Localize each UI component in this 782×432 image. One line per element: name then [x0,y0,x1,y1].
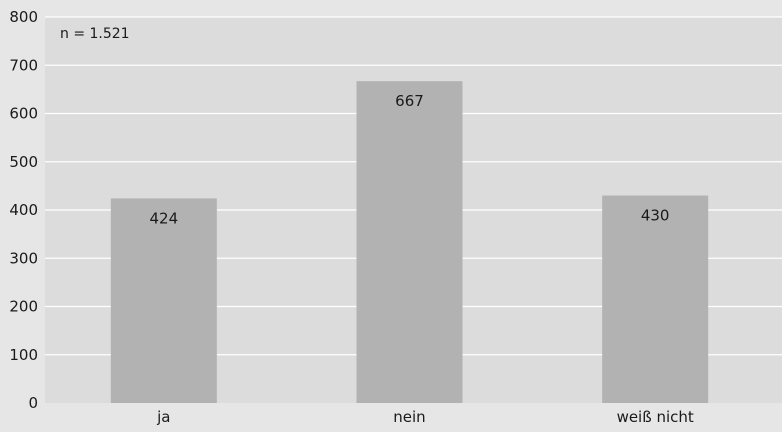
y-tick-label-700: 700 [9,56,38,74]
data-label-2: 667 [395,92,424,110]
x-axis-ticks: ja nein weiß nicht [156,408,694,426]
data-label-3: 430 [641,207,670,225]
x-tick-label-2: nein [393,408,425,426]
y-tick-label-600: 600 [9,105,38,123]
y-axis-ticks: 0 100 200 300 400 500 600 700 800 [9,8,38,412]
y-tick-label-500: 500 [9,153,38,171]
y-tick-label-800: 800 [9,8,38,26]
data-labels: 424 667 430 [150,92,670,227]
x-tick-label-1: ja [156,408,170,426]
x-tick-label-3: weiß nicht [617,408,694,426]
bar-3 [602,195,709,403]
data-label-1: 424 [150,209,179,227]
bar-1 [110,198,217,403]
y-tick-label-300: 300 [9,249,38,267]
bar-2 [356,81,463,404]
y-tick-label-0: 0 [28,394,38,412]
y-tick-label-200: 200 [9,298,38,316]
bars [110,81,709,404]
y-tick-label-100: 100 [9,346,38,364]
y-tick-label-400: 400 [9,201,38,219]
sample-size-annotation: n = 1.521 [60,26,130,42]
